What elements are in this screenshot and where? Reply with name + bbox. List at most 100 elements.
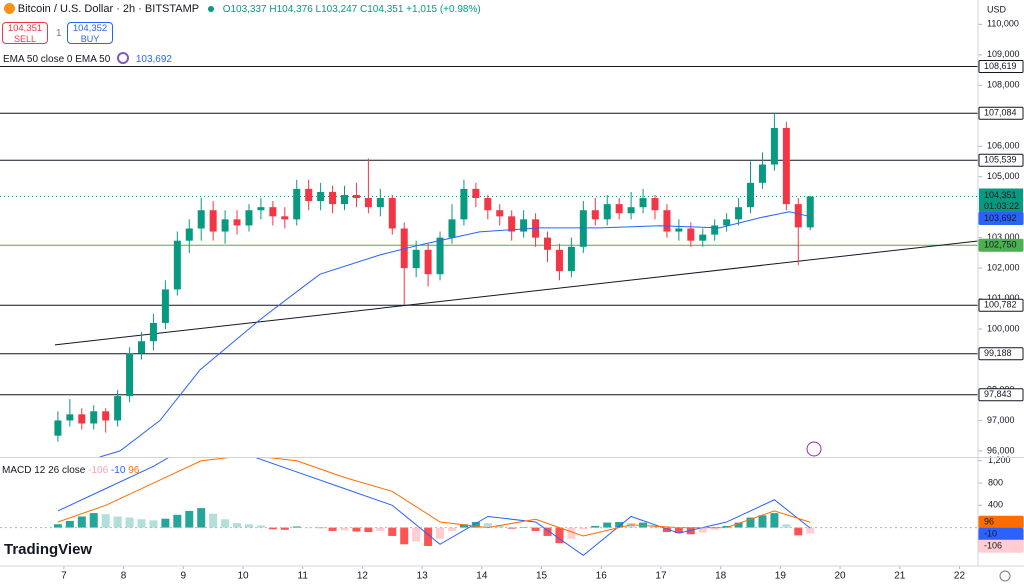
macd-hist-bar: [710, 527, 719, 530]
macd-hist-bar: [531, 527, 540, 531]
sell-label: SELL: [13, 34, 37, 44]
candle-body: [555, 249, 563, 272]
macd-hist-bar: [686, 527, 695, 535]
y-tick-label: 109,000: [987, 49, 1020, 59]
candle-body: [436, 237, 444, 275]
settings-icon[interactable]: [999, 570, 1011, 582]
signal-value: 96: [128, 465, 140, 476]
candle-body: [723, 219, 731, 226]
macd-hist-bar: [782, 524, 791, 528]
macd-hist-bar: [424, 527, 433, 546]
macd-hist-bar: [65, 520, 74, 528]
buy-button[interactable]: 104,352 BUY: [67, 22, 113, 44]
macd-hist-bar: [627, 523, 636, 528]
macd-hist-bar: [197, 508, 206, 528]
candle-body: [317, 191, 325, 202]
macd-badge-bg: [978, 539, 1024, 553]
macd-hist-value: -106: [88, 465, 109, 476]
spark-icon[interactable]: [806, 441, 822, 457]
macd-hist-bar: [447, 527, 456, 531]
macd-line: [57, 458, 811, 557]
market-dot: [207, 6, 214, 12]
ema-label-bg: [978, 211, 1024, 225]
candle-body: [603, 204, 611, 220]
level-label-bg: [978, 59, 1024, 73]
sell-price: 104,351: [7, 23, 43, 34]
macd-y-tick-label: 400: [988, 500, 1003, 510]
price-pane: [0, 65, 978, 457]
candle-body: [126, 353, 134, 397]
macd-hist-bar: [173, 514, 182, 528]
level-label-bg: [978, 388, 1024, 402]
sell-button[interactable]: 104,351 SELL: [2, 22, 48, 44]
macd-hist-bar: [209, 513, 218, 528]
x-tick-label: 20: [835, 571, 847, 582]
x-tick-label: 13: [417, 571, 429, 582]
level-label-bg: [978, 347, 1024, 361]
candle-body: [544, 237, 552, 250]
candle-body: [699, 234, 707, 241]
macd-badge: -106: [984, 541, 1002, 551]
level-label-bg: [978, 298, 1024, 312]
macd-hist-bar: [698, 527, 707, 533]
last-price-bg: [979, 188, 1023, 213]
candle-body: [782, 127, 790, 205]
candle-body: [520, 219, 528, 232]
candle-body: [567, 246, 575, 272]
macd-hist-bar: [328, 527, 337, 531]
level-label: 105,539: [984, 155, 1017, 165]
candle-body: [663, 210, 671, 232]
macd-hist-bar: [161, 518, 170, 528]
macd-hist-bar: [567, 527, 576, 539]
macd-value: -10: [110, 465, 126, 476]
macd-hist-bar: [376, 527, 385, 531]
candle-body: [579, 210, 587, 247]
macd-hist-bar: [483, 523, 492, 528]
candle-body: [639, 198, 647, 208]
candle-body: [352, 194, 360, 199]
candle-body: [305, 188, 313, 202]
ema-label: 103,692: [984, 213, 1017, 223]
trendline: [54, 240, 978, 346]
macd-hist-bar: [364, 527, 373, 533]
last-price-label: 104,351: [984, 190, 1017, 200]
macd-badge: -10: [984, 529, 997, 539]
macd-hist-bar: [770, 513, 779, 528]
macd-name: MACD 12 26 close: [2, 465, 86, 476]
candle-body: [747, 182, 755, 208]
logo: TradingView: [4, 541, 93, 558]
y-tick-label: 105,000: [987, 171, 1020, 181]
candle-body: [448, 219, 456, 238]
macd-hist-bar: [244, 524, 253, 528]
macd-hist-bar: [292, 526, 301, 528]
macd-hist-bar: [352, 527, 361, 532]
macd-hist-bar: [555, 527, 564, 544]
macd-hist-bar: [256, 525, 265, 528]
level-label: 97,843: [984, 389, 1012, 399]
macd-hist-bar: [794, 527, 803, 536]
x-tick-label: 11: [298, 571, 309, 582]
candle-body: [138, 341, 146, 354]
y-tick-label: 102,000: [987, 262, 1020, 272]
x-tick-label: 10: [237, 571, 249, 582]
candle-body: [615, 204, 623, 214]
level-label: 107,084: [984, 108, 1017, 118]
macd-hist-bar: [101, 514, 110, 528]
x-tick-label: 19: [775, 571, 787, 582]
macd-hist-bar: [758, 515, 767, 528]
symbol: Bitcoin / U.S. Dollar · 2h · BITSTAMP: [17, 3, 200, 15]
macd-hist-bar: [603, 522, 612, 528]
candle-body: [341, 194, 349, 205]
level-label: 108,619: [984, 61, 1017, 71]
y-tick-label: 103,000: [987, 232, 1020, 242]
macd-hist-bar: [543, 527, 552, 536]
macd-hist-bar: [734, 522, 743, 528]
candle-body: [770, 127, 778, 165]
candle-body: [209, 210, 217, 232]
macd-hist-bar: [340, 527, 349, 531]
macd-hist-bar: [400, 527, 409, 545]
countdown: 01:03:22: [984, 201, 1019, 211]
level-label: 100,782: [984, 300, 1017, 310]
candle-body: [472, 188, 480, 199]
